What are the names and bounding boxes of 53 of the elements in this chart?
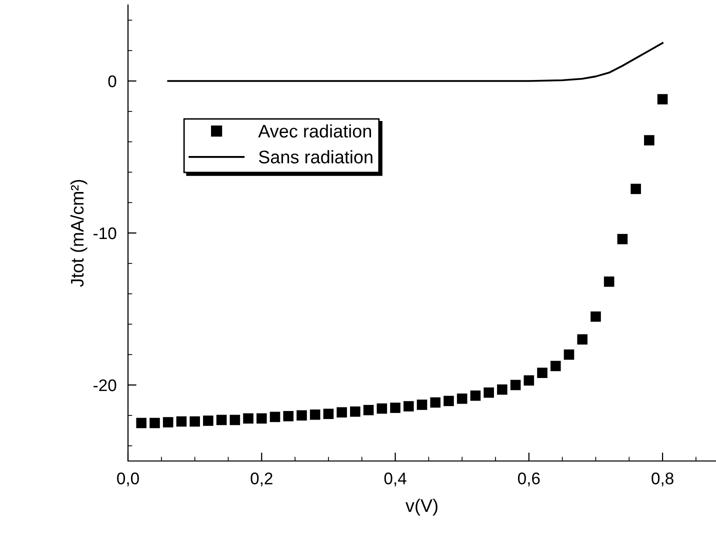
y-tick-label: 0 [108,75,116,88]
point [190,416,200,427]
point [403,401,414,412]
y-tick-label: -10 [94,227,116,240]
point [617,234,628,244]
point [524,375,534,386]
point [390,402,400,413]
point [444,396,454,406]
x-tick-label: 0,0 [117,472,139,486]
point [430,397,441,408]
point [216,414,227,426]
point [497,384,508,395]
point [296,410,307,421]
point [336,407,347,418]
point [363,404,374,416]
point [470,390,481,401]
point [416,400,428,410]
point [604,276,614,287]
point [657,94,668,104]
point [456,394,468,404]
point [537,368,548,378]
point [376,403,388,414]
x-tick-label: 0,2 [250,472,272,486]
point [590,311,601,322]
point [256,413,267,424]
point [564,349,574,360]
legend-label: Sans radiation [258,150,372,164]
point [350,406,360,417]
point [136,418,147,428]
point [577,334,588,345]
x-tick-label: 0,4 [384,472,406,486]
line-series [167,42,664,82]
point [176,416,187,427]
point [644,135,654,146]
point [484,387,494,398]
y-axis-title: Jtot (mA/cm²) [70,180,88,287]
point [310,409,320,420]
point [203,416,214,426]
y-tick-label: -20 [94,379,116,392]
point [510,380,521,390]
point [550,360,561,372]
point [150,418,160,428]
point [323,408,334,420]
legend-label: Avec radiation [258,124,372,138]
x-tick-label: 0,6 [518,472,540,486]
point [283,411,294,422]
x-axis-title: v(V) [406,498,438,516]
x-tick-label: 0,8 [652,472,674,486]
point [230,414,240,426]
point [162,417,174,428]
point [630,184,641,194]
point [270,412,280,422]
point [243,413,254,424]
